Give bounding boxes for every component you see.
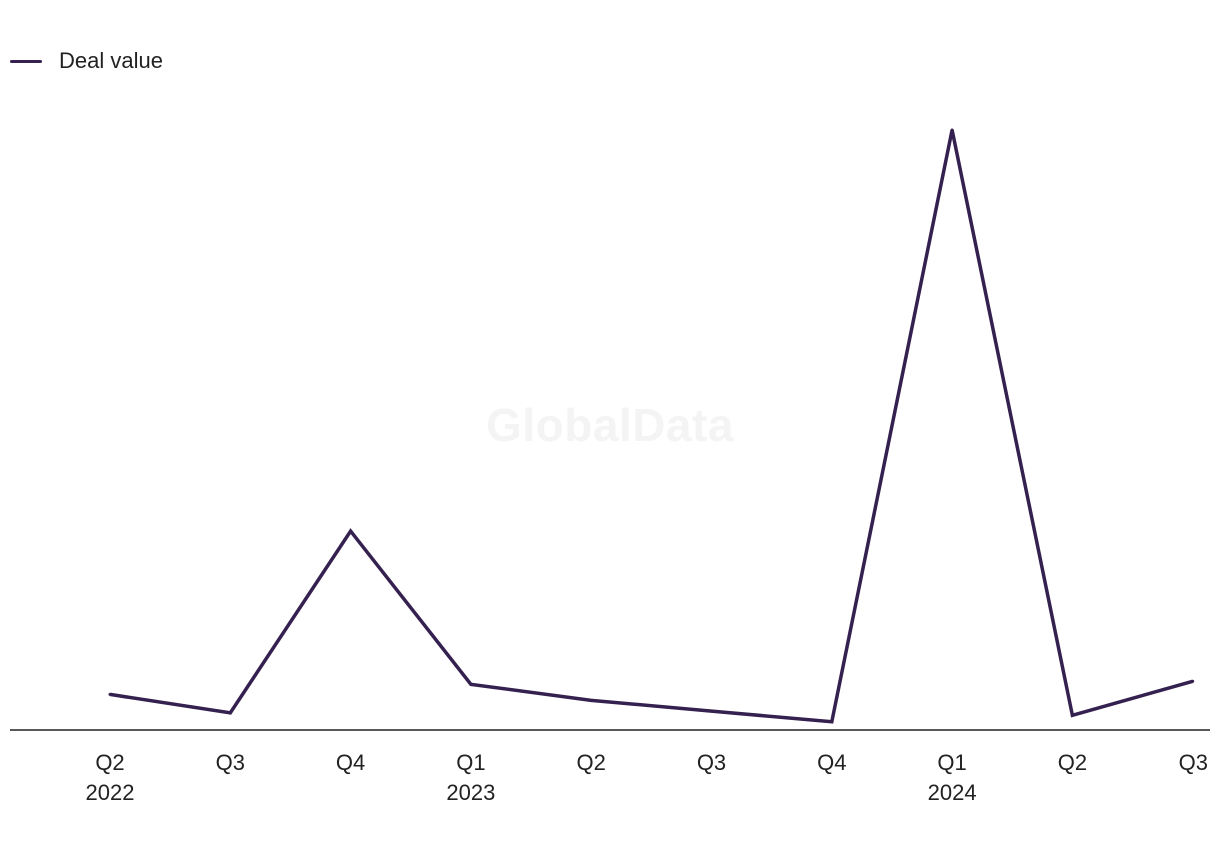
data-point <box>950 128 954 132</box>
legend-swatch <box>10 59 42 63</box>
data-points <box>108 128 1195 724</box>
data-point <box>228 711 232 715</box>
data-point <box>108 692 112 696</box>
legend: Deal value <box>10 48 163 74</box>
series-line-deal-value <box>109 129 1194 724</box>
data-point <box>830 720 834 724</box>
data-point <box>1191 679 1195 683</box>
data-point <box>1070 713 1074 717</box>
data-point <box>710 709 713 713</box>
x-tick-quarter: Q2 <box>1058 750 1087 775</box>
x-tick-labels: Q2 2022 Q3 Q4 Q1 2023 Q2 Q3 Q4 Q1 2024 Q2 Q3 <box>86 750 1208 805</box>
watermark: GlobalData <box>486 399 734 451</box>
x-tick-quarter: Q1 <box>937 750 966 775</box>
x-tick-year: 2024 <box>928 780 977 805</box>
x-tick-quarter: Q2 <box>577 750 606 775</box>
data-point <box>469 682 473 686</box>
x-tick-quarter: Q1 <box>456 750 485 775</box>
x-tick-year: 2022 <box>86 780 135 805</box>
x-tick-quarter: Q4 <box>817 750 846 775</box>
x-tick-quarter: Q3 <box>697 750 726 775</box>
data-point <box>589 698 593 702</box>
legend-label-deal-value: Deal value <box>59 48 163 73</box>
x-tick-quarter: Q4 <box>336 750 365 775</box>
x-tick-year: 2023 <box>446 780 495 805</box>
data-point <box>349 529 353 533</box>
x-tick-quarter: Q3 <box>1179 750 1208 775</box>
x-tick-quarter: Q2 <box>95 750 124 775</box>
x-tick-quarter: Q3 <box>216 750 245 775</box>
